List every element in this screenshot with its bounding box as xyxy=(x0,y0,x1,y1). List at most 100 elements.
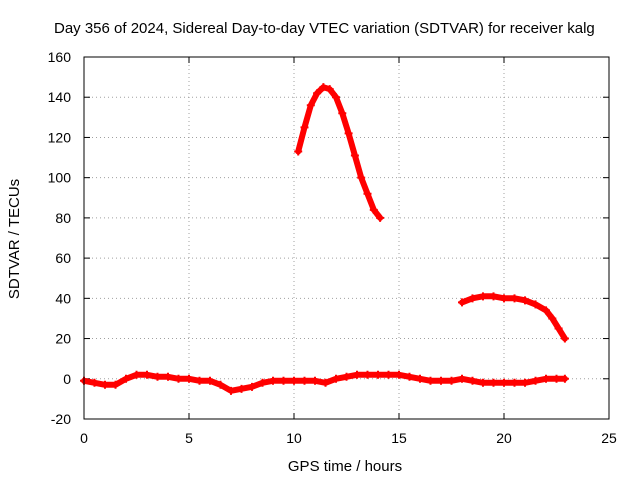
y-tick-label: 120 xyxy=(48,129,72,145)
data-point xyxy=(290,376,298,385)
data-point xyxy=(531,300,540,309)
plot-frame xyxy=(83,56,610,420)
data-point xyxy=(206,376,214,385)
x-tick-label: 15 xyxy=(391,430,407,446)
data-point xyxy=(332,93,340,102)
data-point xyxy=(332,374,340,383)
data-point xyxy=(500,378,508,387)
data-point xyxy=(111,380,120,389)
data-point xyxy=(300,376,309,385)
data-point xyxy=(416,374,424,383)
data-point xyxy=(521,296,529,305)
data-point xyxy=(357,173,366,182)
data-point xyxy=(342,372,351,381)
series-line xyxy=(295,84,384,221)
y-tick-label: 160 xyxy=(48,49,72,65)
data-point xyxy=(468,294,477,303)
data-point xyxy=(395,370,403,379)
series-near-zero-track xyxy=(80,370,569,395)
data-point xyxy=(279,376,288,385)
data-point xyxy=(531,376,540,385)
data-point xyxy=(468,376,477,385)
data-point xyxy=(321,378,330,387)
data-point xyxy=(258,378,267,387)
data-point xyxy=(542,306,550,315)
data-point xyxy=(369,205,378,214)
x-tick-label: 10 xyxy=(286,430,302,446)
x-tick-label: 25 xyxy=(601,430,617,446)
data-point xyxy=(185,374,193,383)
data-point xyxy=(350,151,359,160)
data-point xyxy=(458,298,466,307)
data-point xyxy=(374,370,382,379)
data-point xyxy=(510,378,519,387)
data-point xyxy=(227,386,235,395)
data-point xyxy=(90,378,99,387)
data-point xyxy=(101,380,109,389)
data-point xyxy=(542,374,550,383)
series-daytime-arc xyxy=(294,83,385,222)
x-tick-label: 5 xyxy=(185,430,193,446)
data-point xyxy=(363,189,372,198)
y-tick-label: 100 xyxy=(48,170,72,186)
data-point xyxy=(153,372,162,381)
data-point xyxy=(353,370,361,379)
data-point xyxy=(164,372,172,381)
data-point xyxy=(426,376,435,385)
data-point xyxy=(195,376,204,385)
data-point xyxy=(237,384,246,393)
data-series xyxy=(80,83,569,395)
data-point xyxy=(560,374,569,383)
data-point xyxy=(363,370,372,379)
data-point xyxy=(306,101,315,110)
data-point xyxy=(548,314,557,323)
data-point xyxy=(300,123,309,132)
data-point xyxy=(479,292,487,301)
y-tick-label: 60 xyxy=(55,250,71,266)
data-point xyxy=(554,324,563,333)
data-point xyxy=(132,370,141,379)
data-point xyxy=(216,380,225,389)
x-axis-label: GPS time / hours xyxy=(288,458,402,475)
data-point xyxy=(521,378,529,387)
y-tick-label: 20 xyxy=(55,331,71,347)
data-point xyxy=(325,85,334,94)
data-point xyxy=(319,83,328,92)
axis-ticks xyxy=(83,56,610,420)
data-point xyxy=(489,378,498,387)
data-point xyxy=(376,213,385,222)
data-point xyxy=(294,147,303,156)
data-point xyxy=(384,370,393,379)
data-point xyxy=(248,382,256,391)
data-point xyxy=(269,376,277,385)
chart-title: Day 356 of 2024, Sidereal Day-to-day VTE… xyxy=(54,20,595,37)
data-point xyxy=(510,294,519,303)
data-point xyxy=(552,374,561,383)
y-tick-label: -20 xyxy=(51,411,71,427)
data-point xyxy=(313,89,322,98)
data-point xyxy=(122,374,130,383)
x-tick-label: 20 xyxy=(496,430,512,446)
grid-lines xyxy=(84,57,609,419)
y-tick-label: 0 xyxy=(63,371,71,387)
data-point xyxy=(437,376,445,385)
y-axis-label: SDTVAR / TECUs xyxy=(6,179,23,299)
data-point xyxy=(344,129,353,138)
data-point xyxy=(458,374,466,383)
data-point xyxy=(143,370,151,379)
data-point xyxy=(311,376,319,385)
data-point xyxy=(500,294,508,303)
y-tick-label: 80 xyxy=(55,210,71,226)
data-point xyxy=(560,334,569,343)
y-tick-label: 40 xyxy=(55,290,71,306)
y-tick-label: 140 xyxy=(48,89,72,105)
x-tick-label: 0 xyxy=(80,430,88,446)
tick-labels: 0 5 10 15 20 25 -20 0 20 40 60 80 100 120 140 160 xyxy=(48,49,617,446)
data-point xyxy=(479,378,487,387)
data-point xyxy=(405,372,414,381)
data-point xyxy=(174,374,183,383)
series-evening-arc xyxy=(458,292,569,343)
data-point xyxy=(338,109,347,118)
data-point xyxy=(489,292,498,301)
